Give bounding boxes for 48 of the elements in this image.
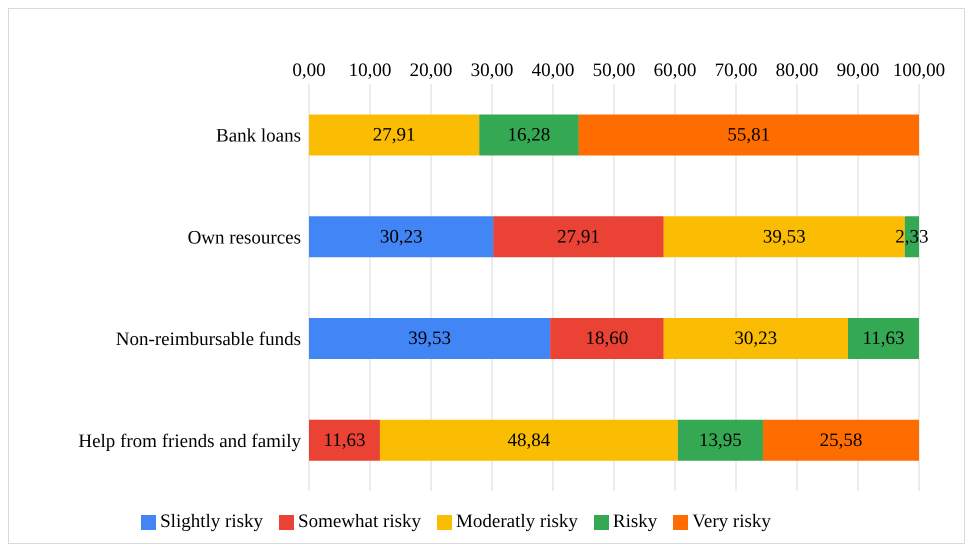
data-label: 13,95 [699, 430, 742, 451]
x-tick-label: 100,00 [892, 60, 946, 81]
bar [762, 420, 919, 461]
y-tick-label: Own resources [188, 227, 301, 248]
data-label: 16,28 [508, 124, 550, 146]
bar [309, 114, 480, 156]
data-label: 11,63 [862, 328, 904, 350]
data-label: 55,81 [727, 124, 770, 146]
data-label: 27,91 [372, 124, 416, 146]
x-tick-label: 70,00 [714, 60, 758, 81]
bar [380, 420, 678, 461]
x-tick-label: 0,00 [292, 60, 326, 81]
data-label: 25,58 [820, 430, 862, 451]
x-tick-label: 30,00 [470, 60, 514, 81]
legend-label: Moderatly risky [456, 511, 578, 532]
bar [578, 114, 919, 156]
y-tick-label: Help from friends and family [78, 430, 302, 452]
legend-label: Risky [612, 511, 658, 532]
data-label: 39,53 [762, 226, 806, 248]
x-tick-label: 80,00 [776, 60, 818, 81]
y-tick-label: Bank loans [216, 126, 301, 147]
bar [664, 318, 848, 360]
bar [848, 318, 919, 360]
x-tick-label: 40,00 [532, 60, 574, 81]
legend-label: Very risky [692, 511, 771, 532]
x-tick-label: 90,00 [836, 60, 880, 81]
bar [550, 318, 664, 360]
x-tick-label: 50,00 [592, 60, 636, 81]
x-tick-label: 20,00 [410, 60, 452, 81]
data-label: 39,53 [408, 328, 451, 350]
bar [479, 114, 579, 156]
bar [678, 420, 763, 461]
data-label: 11,63 [323, 430, 366, 451]
data-label: 30,23 [734, 328, 778, 350]
bar [493, 216, 664, 258]
data-label: 2,33 [895, 226, 929, 248]
bar [309, 420, 380, 461]
legend-label: Slightly risky [160, 511, 264, 532]
y-tick-label: Non-reimbursable funds [116, 329, 301, 350]
bar [309, 216, 494, 258]
data-label: 48,84 [508, 430, 551, 451]
legend-label: Somewhat risky [298, 511, 421, 532]
bar [309, 318, 550, 360]
data-label: 30,23 [380, 226, 423, 248]
data-label: 18,60 [585, 328, 628, 350]
data-label: 27,91 [557, 226, 600, 248]
x-tick-label: 60,00 [654, 60, 696, 81]
x-tick-label: 10,00 [348, 60, 392, 81]
